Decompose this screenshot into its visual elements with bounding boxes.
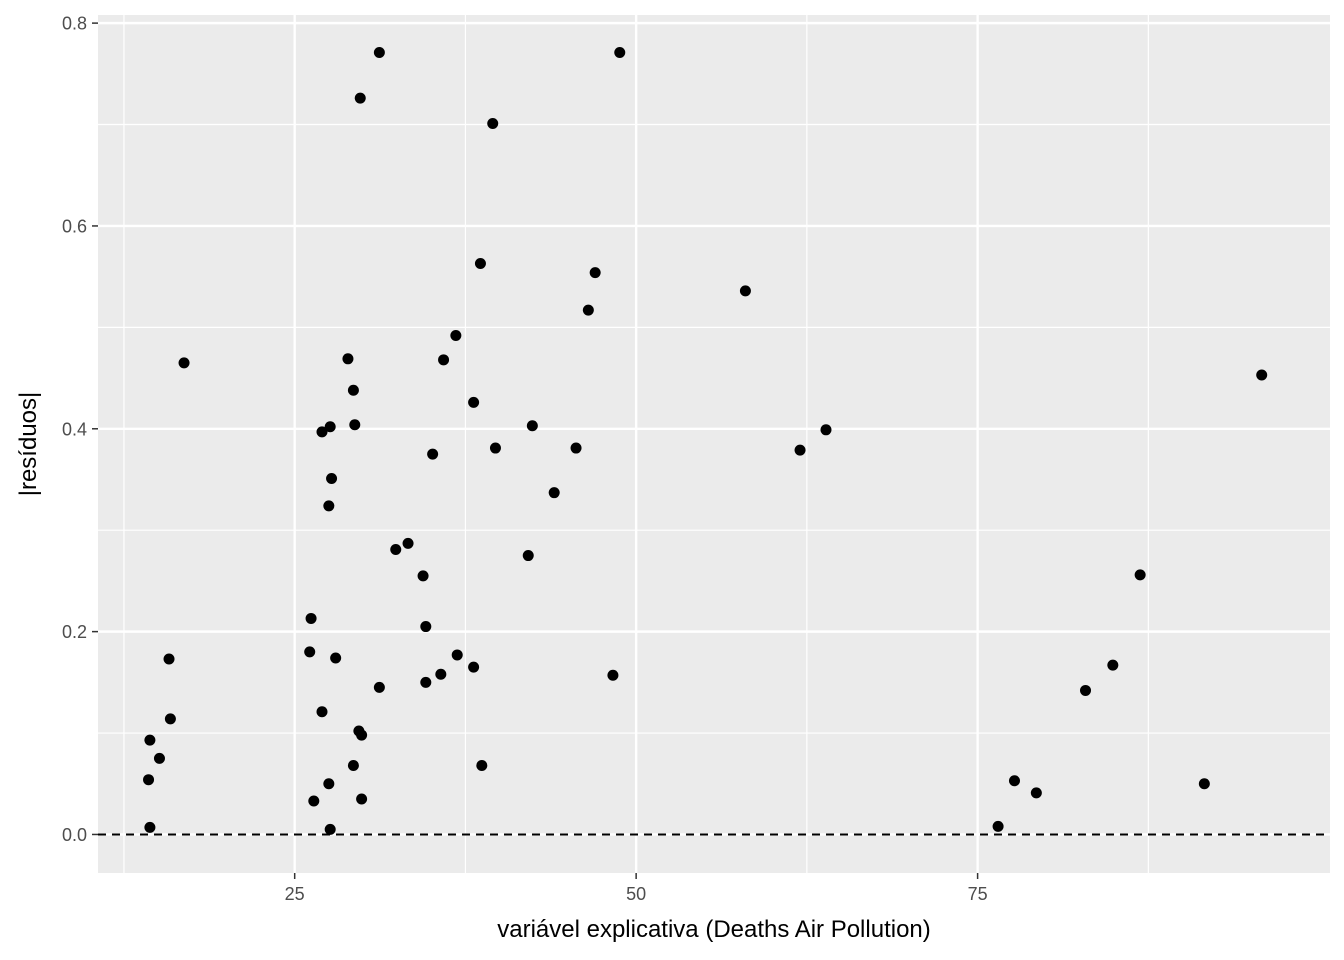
y-axis: 0.0 0.2 0.4 0.6 0.8 <box>62 14 98 845</box>
data-point <box>356 729 368 741</box>
data-point <box>153 752 165 764</box>
y-tick-label: 0.4 <box>62 419 87 439</box>
data-point <box>390 543 402 555</box>
data-point <box>582 304 594 316</box>
data-point <box>794 444 806 456</box>
data-point <box>570 442 582 454</box>
grid-minor <box>98 15 1330 873</box>
data-point <box>164 713 176 725</box>
data-point <box>420 676 432 688</box>
data-point <box>354 92 366 104</box>
data-point <box>347 384 359 396</box>
data-point <box>373 681 385 693</box>
data-point <box>304 646 316 658</box>
data-point <box>1198 778 1210 790</box>
data-point <box>468 396 480 408</box>
x-tick-label: 50 <box>626 884 646 904</box>
data-point <box>739 285 751 297</box>
data-point <box>316 426 328 438</box>
data-point <box>476 759 488 771</box>
data-point <box>417 570 429 582</box>
data-point <box>474 257 486 269</box>
data-point <box>342 353 354 365</box>
data-point <box>489 442 501 454</box>
y-tick-label: 0.0 <box>62 825 87 845</box>
data-point <box>427 448 439 460</box>
data-point <box>402 537 414 549</box>
data-point <box>820 424 832 436</box>
data-point <box>420 621 432 633</box>
data-point <box>526 420 538 432</box>
data-point <box>589 267 601 279</box>
data-point <box>487 118 499 130</box>
data-point <box>347 759 359 771</box>
data-point <box>468 661 480 673</box>
data-point <box>548 487 560 499</box>
plot-panel <box>98 15 1330 873</box>
data-point <box>324 823 336 835</box>
data-point <box>316 706 328 718</box>
data-points <box>143 47 1268 835</box>
y-axis-title: |resíduos| <box>15 392 42 497</box>
data-point <box>1008 775 1020 787</box>
data-point <box>450 329 462 341</box>
x-axis: 25 50 75 <box>285 873 988 904</box>
data-point <box>373 47 385 59</box>
data-point <box>178 357 190 369</box>
data-point <box>992 820 1004 832</box>
x-tick-label: 25 <box>285 884 305 904</box>
data-point <box>349 419 361 431</box>
y-tick-label: 0.8 <box>62 14 87 34</box>
data-point <box>614 47 626 59</box>
data-point <box>323 500 335 512</box>
x-axis-title: variável explicativa (Deaths Air Polluti… <box>497 916 931 943</box>
data-point <box>163 653 175 665</box>
data-point <box>356 793 368 805</box>
data-point <box>1080 684 1092 696</box>
data-point <box>607 669 619 681</box>
data-point <box>1256 369 1268 381</box>
data-point <box>435 668 447 680</box>
data-point <box>451 649 463 661</box>
data-point <box>1107 659 1119 671</box>
data-point <box>522 550 534 562</box>
data-point <box>326 472 338 484</box>
data-point <box>305 612 317 624</box>
data-point <box>324 421 336 433</box>
data-point <box>323 778 335 790</box>
y-tick-label: 0.2 <box>62 622 87 642</box>
data-point <box>438 354 450 366</box>
data-point <box>144 734 156 746</box>
x-tick-label: 75 <box>968 884 988 904</box>
data-point <box>308 795 320 807</box>
data-point <box>144 821 156 833</box>
data-point <box>1030 787 1042 799</box>
y-tick-label: 0.6 <box>62 216 87 236</box>
data-point <box>1134 569 1146 581</box>
data-point <box>330 652 342 664</box>
data-point <box>143 774 155 786</box>
